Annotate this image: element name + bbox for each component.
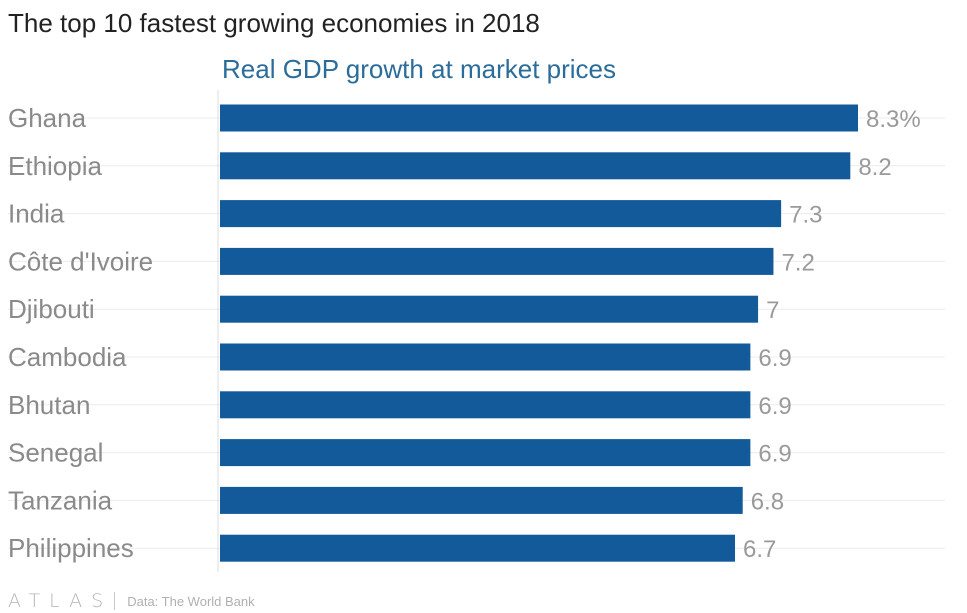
- bar: [220, 295, 759, 323]
- bar: [220, 152, 851, 180]
- bar: [220, 486, 743, 514]
- category-label: Senegal: [8, 438, 103, 468]
- chart-footer: ATLAS Data: The World Bank: [8, 590, 255, 612]
- value-label: 7.3: [789, 202, 822, 229]
- value-label: 7.2: [781, 249, 814, 276]
- value-label: 6.9: [758, 393, 791, 420]
- value-label: 6.9: [758, 345, 791, 372]
- bar: [220, 534, 736, 562]
- value-label: 7: [766, 297, 779, 324]
- category-label: Bhutan: [8, 390, 90, 420]
- category-label: Ghana: [8, 103, 87, 133]
- bar: [220, 200, 782, 228]
- category-label: Tanzania: [8, 485, 113, 515]
- bar: [220, 391, 751, 419]
- category-label: Cambodia: [8, 342, 127, 372]
- footer-divider: [114, 592, 116, 610]
- atlas-logo: ATLAS: [8, 590, 113, 612]
- category-label: Djibouti: [8, 294, 95, 324]
- category-label: Philippines: [8, 533, 134, 563]
- value-label: 8.2: [858, 154, 891, 181]
- bar: [220, 439, 751, 467]
- bar: [220, 343, 751, 371]
- bar: [220, 104, 858, 132]
- chart-subtitle: Real GDP growth at market prices: [222, 54, 616, 84]
- value-label: 6.7: [743, 536, 776, 563]
- bar: [220, 247, 774, 275]
- category-label: Ethiopia: [8, 151, 102, 181]
- value-label: 6.8: [751, 488, 784, 515]
- category-label: India: [8, 199, 65, 229]
- value-label: 8.3%: [866, 106, 921, 133]
- data-source: Data: The World Bank: [127, 593, 255, 609]
- category-label: Côte d'Ivoire: [8, 246, 153, 276]
- chart-title: The top 10 fastest growing economies in …: [8, 8, 540, 38]
- value-label: 6.9: [758, 441, 791, 468]
